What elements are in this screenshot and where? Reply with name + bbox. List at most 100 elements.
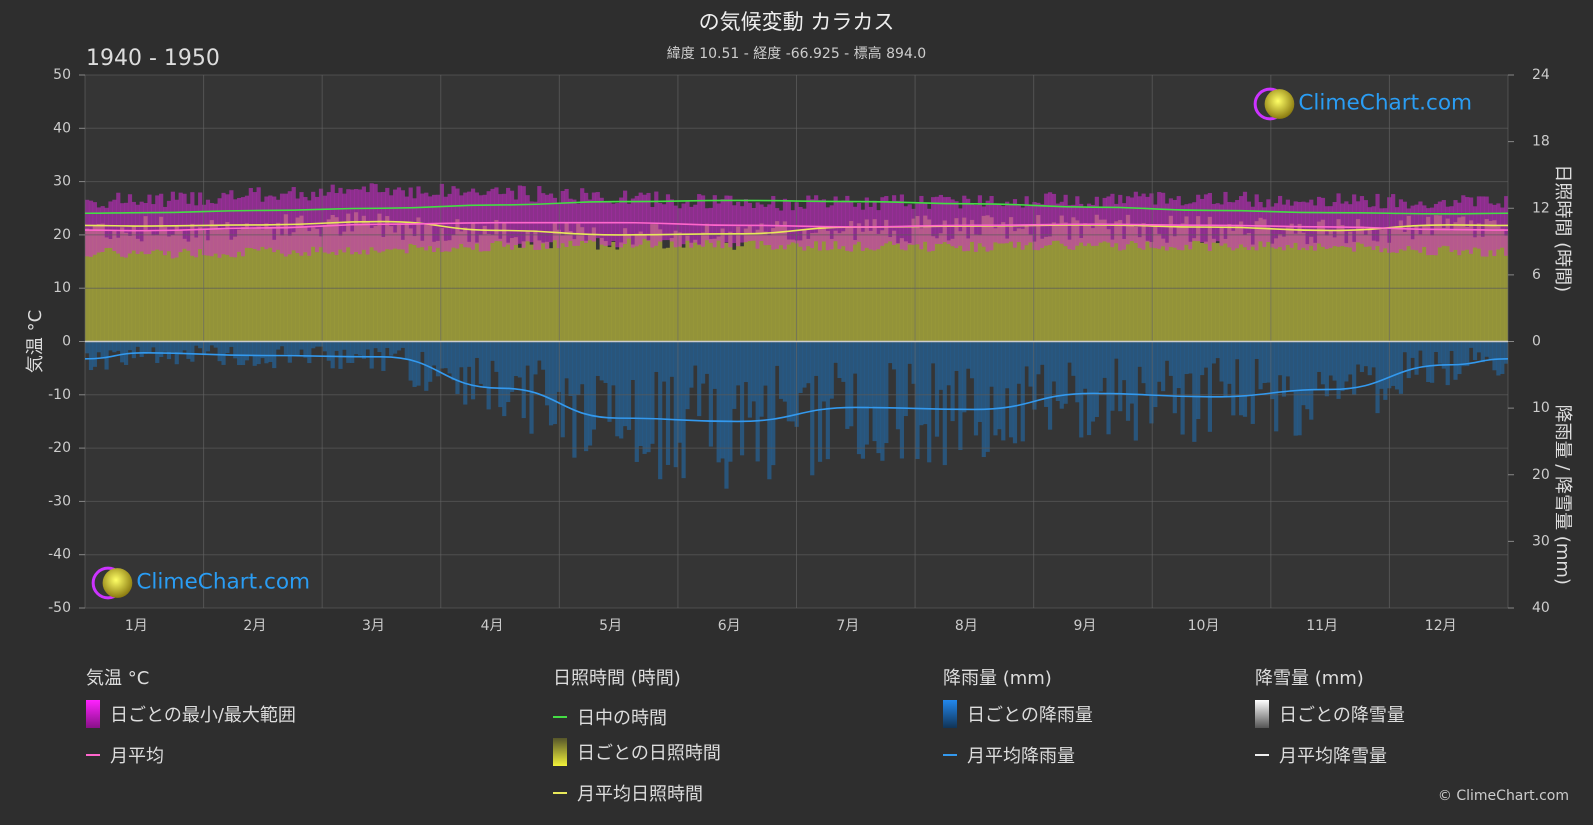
temp-range-daily-bar (537, 186, 542, 250)
rain-daily-bar (1164, 341, 1170, 361)
temp-range-daily-bar (677, 208, 682, 247)
temp-range-daily-bar (1426, 208, 1431, 256)
temp-range-daily-bar (626, 203, 632, 239)
rain-daily-bar (1445, 341, 1450, 386)
sunshine-daily-bar (626, 233, 632, 342)
temp-range-daily-bar (400, 190, 405, 250)
rain-daily-bar (151, 341, 156, 348)
temp-range-daily-bar (1488, 203, 1493, 251)
sunshine-daily-bar (1426, 216, 1431, 342)
temp-range-daily-bar (287, 191, 292, 255)
sunshine-daily-bar (326, 219, 331, 342)
rain-daily-bar (1340, 341, 1345, 392)
rain-daily-bar (572, 341, 577, 458)
temp-range-daily-bar (170, 191, 175, 259)
sunshine-daily-bar (369, 228, 374, 342)
temp-range-daily-bar (724, 195, 729, 243)
sunshine-daily-bar (474, 242, 480, 342)
sunshine-daily-bar (194, 237, 199, 342)
temp-range-daily-bar (821, 199, 827, 242)
sunshine-daily-bar (182, 238, 187, 342)
rain-daily-bar (396, 341, 402, 351)
sunshine-daily-bar (1472, 237, 1478, 342)
temp-range-daily-bar (182, 193, 187, 249)
temp-range-daily-bar (638, 192, 643, 245)
rain-daily-bar (1200, 341, 1205, 376)
sunshine-daily-bar (498, 238, 503, 342)
rain-daily-bar (1352, 341, 1357, 395)
rain-daily-bar (108, 341, 113, 351)
sunshine-daily-bar (1211, 238, 1216, 342)
sunshine-daily-bar (537, 240, 542, 342)
sunshine-daily-bar (1246, 233, 1251, 342)
sunshine-daily-bar (1367, 230, 1372, 342)
temp-range-daily-bar (506, 187, 511, 245)
rain-daily-bar (728, 341, 733, 462)
rain-daily-bar (1394, 341, 1400, 390)
temp-range-daily-bar (463, 192, 468, 248)
sunshine-daily-bar (1371, 240, 1376, 342)
sunshine-daily-bar (880, 230, 885, 342)
rain-daily-bar (1059, 341, 1064, 409)
sunshine-daily-bar (1223, 238, 1228, 342)
sunshine-daily-bar (658, 229, 663, 342)
sunshine-daily-bar (1402, 231, 1407, 342)
rain-daily-bar (1001, 341, 1006, 441)
temp-range-daily-bar (268, 195, 273, 248)
sunshine-daily-bar (595, 249, 600, 342)
rain-daily-bar (1316, 341, 1322, 372)
watermark-top: ClimeChart.com (1253, 87, 1472, 121)
temp-range-daily-bar (205, 199, 211, 256)
rain-daily-bar (1313, 341, 1318, 390)
rain-daily-bar (821, 341, 827, 402)
sunshine-daily-bar (899, 238, 905, 342)
sunshine-daily-bar (1270, 243, 1275, 342)
rain-daily-bar (139, 341, 144, 357)
rain-daily-bar (416, 341, 421, 386)
sunshine-daily-bar (708, 239, 713, 342)
rain-daily-bar (1476, 341, 1482, 353)
temp-range-daily-bar (322, 195, 328, 253)
sunshine-daily-bar (1274, 238, 1279, 342)
rain-daily-bar (205, 341, 211, 352)
temp-range-daily-bar (1075, 196, 1080, 246)
rain-daily-bar (1145, 341, 1150, 394)
sunshine-daily-bar (135, 238, 140, 342)
rain-daily-bar (182, 341, 187, 351)
temp-range-daily-bar (833, 196, 838, 242)
rain-daily-bar (1219, 341, 1224, 382)
rain-daily-bar (1118, 341, 1123, 412)
temp-range-daily-bar (408, 187, 413, 244)
temp-range-daily-bar (693, 204, 698, 243)
temp-range-daily-bar (256, 187, 261, 251)
rain-daily-bar (962, 341, 967, 413)
rain-daily-bar (1024, 341, 1029, 367)
rain-daily-bar (658, 341, 663, 480)
sunshine-daily-bar (420, 240, 425, 342)
rain-daily-bar (1266, 341, 1271, 383)
temp-range-daily-bar (1484, 196, 1489, 257)
sunshine-daily-bar (856, 223, 862, 342)
rain-daily-bar (950, 341, 955, 422)
rain-daily-bar (1153, 341, 1158, 408)
temp-range-daily-bar (899, 194, 905, 250)
sunshine-daily-bar (412, 236, 417, 342)
rain-daily-bar (1203, 341, 1209, 368)
rain-daily-bar (166, 341, 172, 360)
sunshine-daily-bar (443, 240, 448, 342)
sunshine-daily-bar (751, 233, 756, 342)
rain-daily-bar (513, 341, 519, 377)
temp-avg-swatch (86, 754, 100, 756)
temp-range-daily-bar (1313, 205, 1318, 251)
temp-range-daily-bar (1235, 200, 1240, 249)
legend-temp-heading: 気温 °C (86, 668, 150, 689)
rain-daily-bar (506, 341, 511, 403)
rain-daily-bar (697, 341, 702, 417)
sunshine-daily-bar (607, 247, 612, 342)
temp-range-daily-bar (560, 190, 565, 244)
temp-range-daily-bar (1180, 205, 1185, 251)
temp-range-daily-bar (903, 206, 908, 251)
sunshine-daily-bar (552, 222, 558, 342)
rain-daily-bar (435, 341, 441, 377)
sunshine-daily-bar (233, 236, 238, 342)
